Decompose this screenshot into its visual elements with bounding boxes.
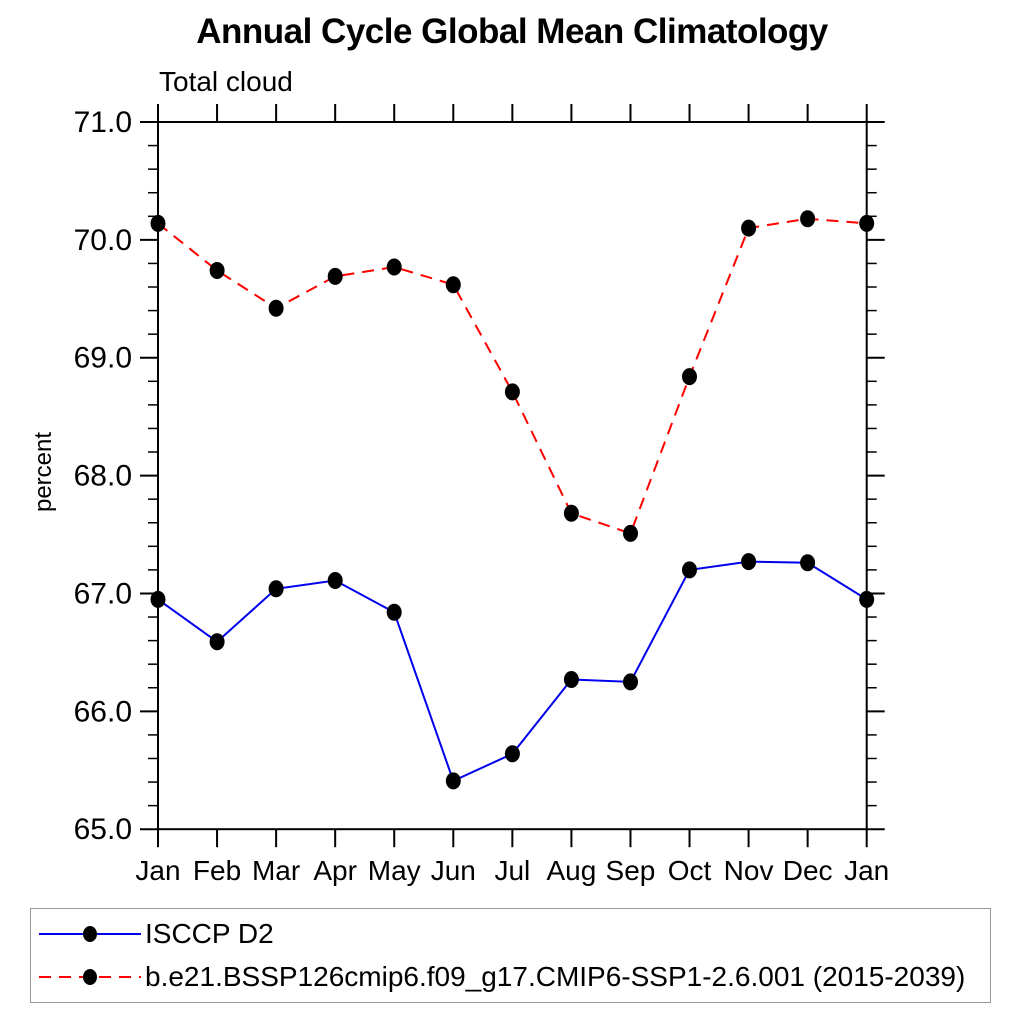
x-tick-label: Aug — [546, 855, 596, 886]
data-point — [563, 504, 579, 522]
legend-marker-dot — [83, 969, 97, 985]
y-minor-ticks — [148, 144, 877, 807]
data-point — [386, 603, 402, 621]
y-tick-label: 71.0 — [74, 106, 132, 139]
data-point — [268, 299, 284, 317]
x-tick-label: Oct — [668, 855, 712, 886]
series-line-1 — [157, 217, 867, 535]
legend-line-sample-red-dashed — [39, 969, 141, 985]
data-point — [623, 524, 638, 542]
x-tick-label: Mar — [252, 855, 300, 886]
y-tick-label: 70.0 — [74, 224, 132, 257]
data-point — [800, 554, 816, 572]
chart-subtitle: Total cloud — [159, 66, 293, 97]
y-tick-label: 68.0 — [74, 460, 132, 493]
x-tick-label: Feb — [193, 855, 241, 886]
series-markers-1 — [150, 210, 875, 542]
data-point — [800, 210, 816, 228]
data-point — [268, 580, 284, 598]
data-point — [209, 633, 225, 651]
data-point — [741, 219, 757, 237]
data-point — [504, 383, 520, 401]
y-tick-label: 69.0 — [74, 342, 132, 375]
x-tick-label: Jun — [431, 855, 476, 886]
data-point — [327, 267, 343, 285]
data-point — [445, 772, 461, 790]
y-major-ticks — [140, 121, 885, 831]
legend-label: ISCCP D2 — [145, 918, 274, 949]
legend-marker-dot — [83, 926, 97, 942]
data-point — [504, 745, 520, 763]
x-tick-labels: Jan Feb Mar Apr May Jun Jul Aug Sep Oct Nov Dec Jan — [135, 855, 889, 886]
data-point — [682, 368, 697, 386]
x-tick-label: Jul — [494, 855, 530, 886]
data-point — [859, 214, 875, 232]
y-tick-label: 66.0 — [74, 695, 132, 728]
data-point — [386, 258, 402, 276]
data-point — [445, 276, 461, 294]
data-point — [623, 673, 638, 691]
data-point — [150, 214, 166, 232]
legend-box: ISCCP D2 b.e21.BSSP126cmip6.f09_g17.CMIP… — [30, 908, 991, 1003]
x-tick-label: Apr — [313, 855, 357, 886]
x-tick-label: Sep — [606, 855, 656, 886]
y-tick-label: 67.0 — [74, 577, 132, 610]
x-tick-label: Jan — [135, 855, 180, 886]
series-markers-0 — [150, 553, 875, 790]
legend-item-isccp-d2: ISCCP D2 — [37, 914, 990, 954]
data-point — [150, 590, 166, 608]
legend-line-sample-blue-solid — [39, 926, 141, 942]
data-point — [327, 572, 343, 589]
data-point — [682, 561, 697, 579]
data-point — [563, 671, 579, 688]
data-point — [209, 262, 225, 279]
legend-item-cmip6-model: b.e21.BSSP126cmip6.f09_g17.CMIP6-SSP1-2.… — [37, 957, 990, 997]
chart-title: Annual Cycle Global Mean Climatology — [196, 12, 828, 51]
data-point — [741, 553, 757, 571]
x-ticks — [157, 104, 868, 848]
legend-label: b.e21.BSSP126cmip6.f09_g17.CMIP6-SSP1-2.… — [145, 961, 966, 992]
y-tick-label: 65.0 — [74, 813, 132, 846]
plot-frame — [157, 121, 868, 831]
x-tick-label: Nov — [724, 855, 774, 886]
x-tick-label: Dec — [783, 855, 833, 886]
data-point — [859, 590, 875, 608]
x-tick-label: Jan — [844, 855, 889, 886]
x-tick-label: May — [368, 855, 421, 886]
y-tick-labels: 65.0 66.0 67.0 68.0 69.0 70.0 71.0 — [74, 106, 132, 846]
